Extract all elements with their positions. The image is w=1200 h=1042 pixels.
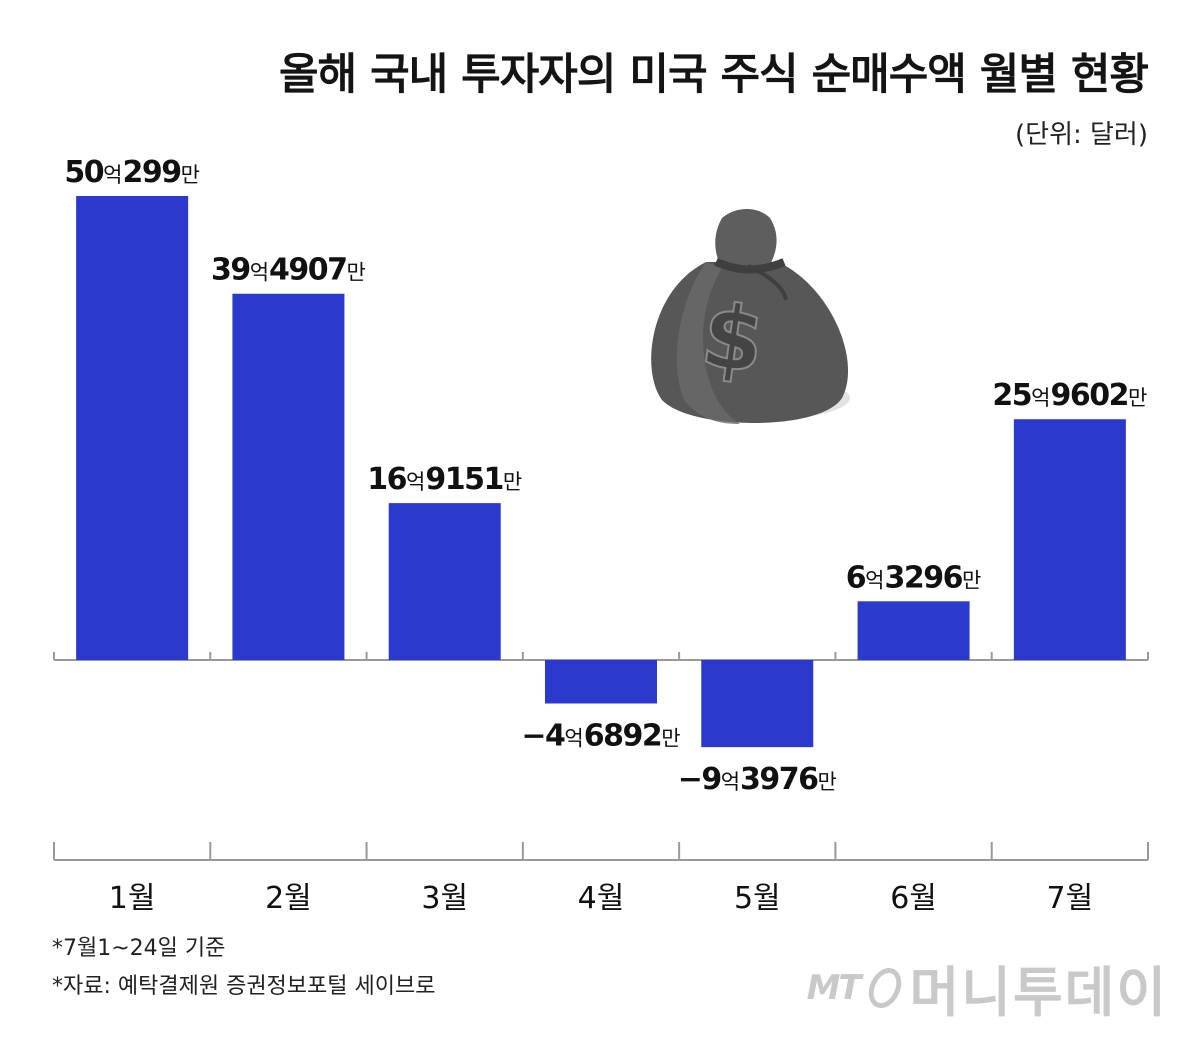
bar-2 (232, 293, 345, 660)
x-tick-label-5: 5월 (734, 881, 781, 916)
data-label-6: 6억3296만 (846, 560, 982, 595)
bar-1 (76, 196, 189, 660)
data-label-1: 50억299만 (64, 155, 200, 190)
bar-6 (857, 601, 970, 660)
data-label-4: −4억6892만 (521, 718, 680, 753)
footnote-source: *자료: 예탁결제원 증권정보포털 세이브로 (52, 974, 436, 999)
bar-5 (701, 660, 814, 748)
chart-title: 올해 국내 투자자의 미국 주식 순매수액 월별 현황 (279, 50, 1149, 100)
bar-7 (1013, 419, 1126, 660)
bar-4 (545, 660, 657, 704)
x-tick-label-6: 6월 (890, 881, 937, 916)
data-label-2: 39억4907만 (211, 253, 366, 288)
logo-name: 머니투데이 (909, 961, 1168, 1024)
footnote-date-range: *7월1~24일 기준 (52, 936, 226, 961)
x-tick-label-4: 4월 (578, 881, 625, 916)
x-tick-label-1: 1월 (109, 881, 156, 916)
data-label-3: 16억9151만 (367, 462, 522, 497)
data-label-5: −9억3976만 (678, 762, 837, 797)
publisher-logo: MT 머니투데이 (807, 948, 1168, 1027)
x-tick-label-7: 7월 (1047, 881, 1094, 916)
x-tick-label-2: 2월 (265, 881, 312, 916)
unit-note: (단위: 달러) (1015, 120, 1148, 150)
logo-ring-icon (862, 962, 908, 1013)
data-label-7: 25억9602만 (992, 378, 1147, 413)
bar-3 (388, 503, 501, 660)
money-bag-icon: $ (651, 209, 850, 424)
logo-mt: MT (806, 967, 862, 1008)
x-tick-label-3: 3월 (421, 881, 468, 916)
bar-chart: $ 50억299만 39억4907만 16억9151만 −4억6892만 −9억3976… (53, 155, 1149, 916)
